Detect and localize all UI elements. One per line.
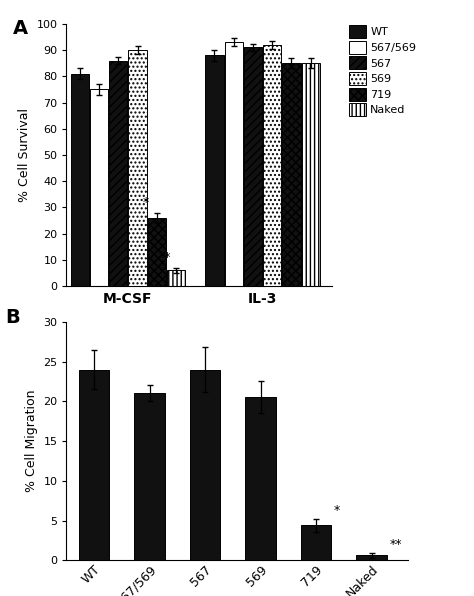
Text: *: *	[143, 195, 149, 209]
Text: *: *	[334, 504, 340, 517]
Bar	[246, 398, 276, 560]
Bar	[283, 63, 301, 286]
Bar	[190, 370, 220, 560]
Bar	[263, 45, 281, 286]
Bar	[225, 42, 243, 286]
Bar	[301, 525, 331, 560]
Bar	[134, 393, 165, 560]
Bar	[147, 218, 166, 286]
Bar	[301, 63, 320, 286]
Bar	[167, 271, 185, 286]
Bar	[205, 55, 224, 286]
Bar	[128, 50, 146, 286]
Text: A: A	[13, 18, 28, 38]
Legend: WT, 567/569, 567, 569, 719, Naked: WT, 567/569, 567, 569, 719, Naked	[348, 24, 417, 117]
Bar	[71, 74, 89, 286]
Y-axis label: % Cell Survival: % Cell Survival	[18, 108, 31, 202]
Y-axis label: % Cell Migration: % Cell Migration	[25, 390, 37, 492]
Bar	[244, 48, 262, 286]
Text: **: **	[389, 538, 402, 551]
Text: **: **	[159, 251, 171, 264]
Bar	[79, 370, 109, 560]
Text: B: B	[5, 308, 20, 327]
Bar	[109, 61, 128, 286]
Bar	[356, 555, 387, 560]
Bar	[90, 89, 108, 286]
